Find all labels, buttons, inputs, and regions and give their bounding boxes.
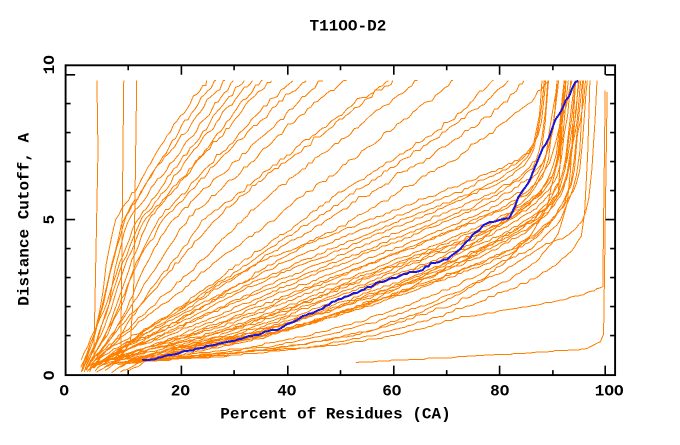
svg-text:T11OO-D2: T11OO-D2: [309, 17, 386, 35]
svg-text:O: O: [59, 383, 69, 401]
svg-text:O: O: [41, 370, 59, 380]
svg-text:6O: 6O: [382, 383, 402, 401]
svg-text:1OO: 1OO: [595, 383, 624, 401]
svg-text:1O: 1O: [41, 55, 59, 75]
svg-text:2O: 2O: [171, 383, 191, 401]
svg-text:4O: 4O: [277, 383, 297, 401]
svg-text:8O: 8O: [490, 383, 510, 401]
svg-text:Distance Cutoff, A: Distance Cutoff, A: [16, 132, 34, 305]
svg-text:5: 5: [41, 215, 59, 225]
svg-text:Percent of Residues (CA): Percent of Residues (CA): [220, 405, 450, 423]
